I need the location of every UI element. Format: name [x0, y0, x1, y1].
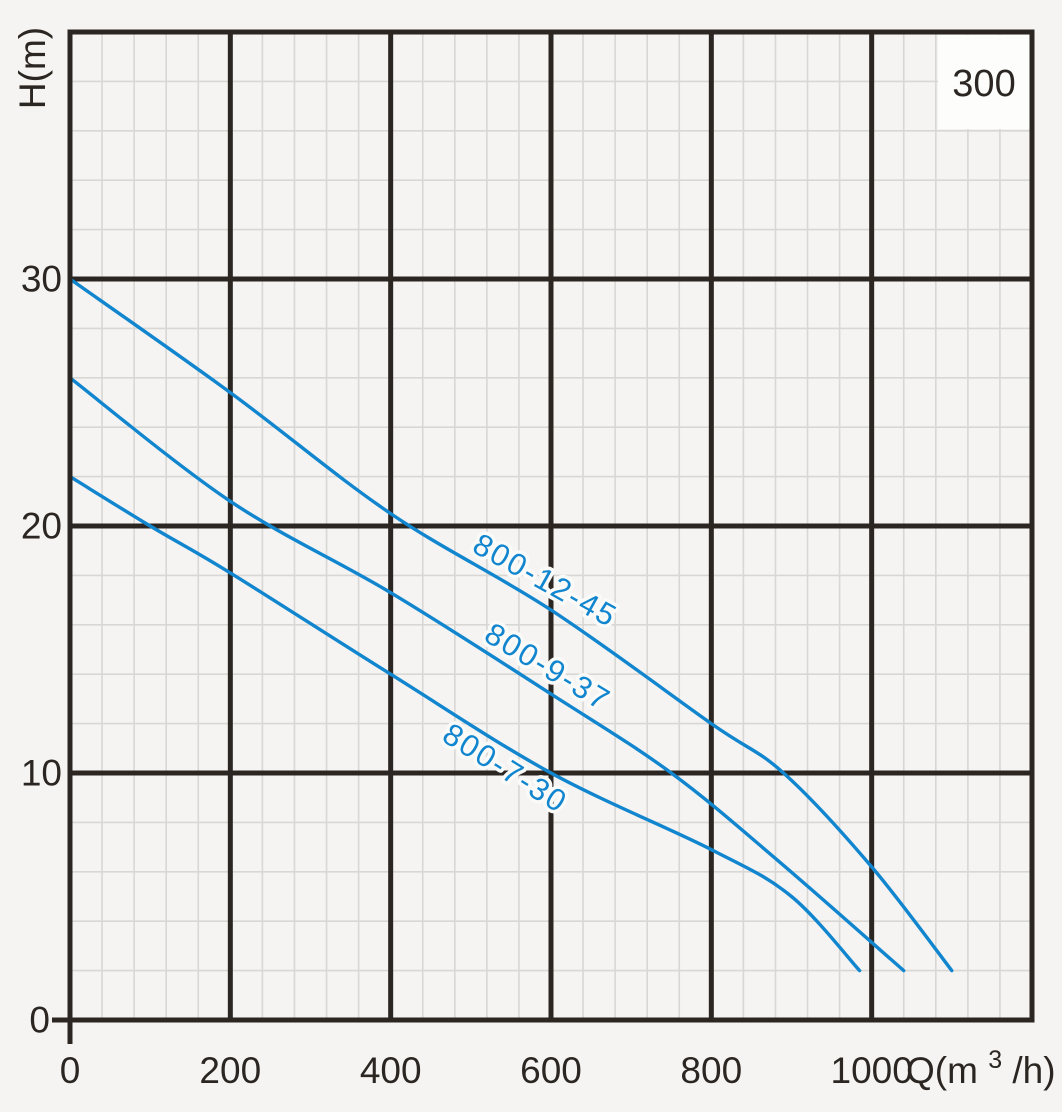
- x-tick-label: 600: [520, 1050, 582, 1091]
- pump-curve: [68, 277, 954, 973]
- x-axis-title-suffix: /h): [1012, 1050, 1055, 1091]
- y-tick-label: 30: [21, 259, 62, 300]
- corner-label: 300: [952, 63, 1015, 105]
- y-axis-title: H(m): [12, 27, 53, 109]
- x-tick-label: 200: [199, 1050, 261, 1091]
- x-tick-label: 800: [680, 1050, 742, 1091]
- plot-border: [67, 29, 1035, 1023]
- major-grid: [70, 32, 1032, 1020]
- x-tick-label: 1000: [831, 1050, 913, 1091]
- y-tick-label: 20: [21, 506, 62, 547]
- x-axis-title: Q(m 3 /h): [906, 1035, 1056, 1091]
- y-tick-labels: 0 10 20 30: [21, 259, 62, 1041]
- x-tick-labels: 0 200 400 600 800 1000: [60, 1050, 913, 1091]
- curves: [68, 277, 954, 973]
- x-tick-label: 0: [60, 1050, 81, 1091]
- pump-curve: [68, 376, 906, 973]
- corner-label-box: [938, 35, 1030, 129]
- y-tick-label: 0: [29, 1000, 50, 1041]
- y-tick-label: 10: [21, 753, 62, 794]
- pump-curve: [68, 474, 862, 973]
- x-axis-title-superscript: 3: [988, 1046, 1002, 1074]
- x-tick-label: 400: [360, 1050, 422, 1091]
- x-axis-title-prefix: Q(m: [906, 1050, 978, 1091]
